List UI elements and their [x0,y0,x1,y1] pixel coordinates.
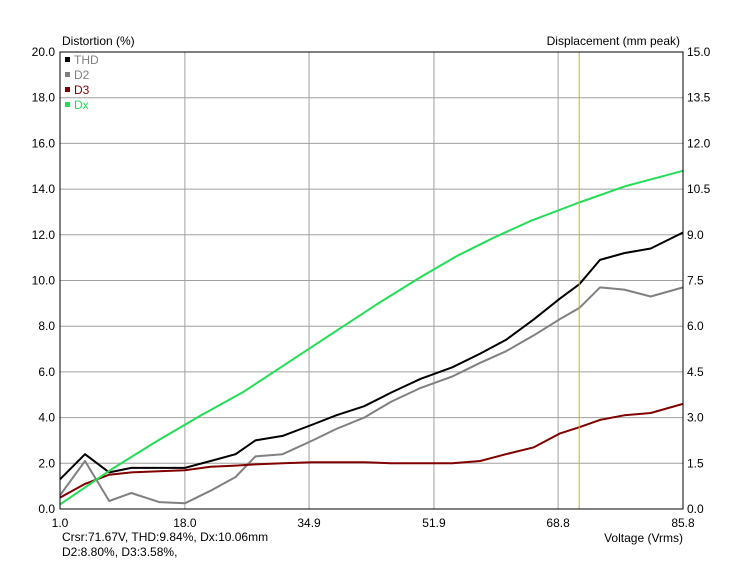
x-tick-label: 68.8 [546,516,570,530]
y-left-tick-label: 4.0 [38,411,55,425]
y-left-tick-label: 6.0 [38,365,55,379]
x-tick-label: 34.9 [297,516,321,530]
legend-label-dx: Dx [74,98,89,112]
axis-ticks: 0.0 2.0 4.0 6.0 8.0 10.0 12.0 14.0 16.0 18.0 20.0 0… [32,45,711,530]
plot-frame [59,51,684,510]
legend-label-thd: THD [74,53,99,67]
y-left-tick-label: 16.0 [32,136,56,150]
legend-label-d3: D3 [74,83,90,97]
legend-swatch-dx [65,102,70,107]
x-tick-label: 85.8 [671,516,695,530]
y-left-tick-label: 14.0 [32,182,56,196]
y-right-tick-label: 7.5 [687,274,704,288]
y-right-tick-label: 9.0 [687,228,704,242]
y-right-tick-label: 15.0 [687,45,711,59]
y-left-tick-label: 2.0 [38,456,55,470]
y-left-tick-label: 12.0 [32,228,56,242]
y-left-axis-label: Distortion (%) [62,34,135,48]
cursor-readout-line1: Crsr:71.67V, THD:9.84%, Dx:10.06mm [62,530,269,544]
y-right-tick-label: 3.0 [687,411,704,425]
y-right-tick-label: 4.5 [687,365,704,379]
legend-swatch-d3 [65,87,70,92]
y-right-tick-label: 0.0 [687,502,704,516]
y-left-tick-label: 10.0 [32,274,56,288]
y-left-tick-label: 20.0 [32,45,56,59]
y-right-tick-label: 10.5 [687,182,711,196]
legend-swatch-d2 [65,72,70,77]
x-tick-label: 1.0 [52,516,69,530]
y-right-tick-label: 12.0 [687,136,711,150]
x-tick-label: 18.0 [173,516,197,530]
x-axis-label: Voltage (Vrms) [604,531,683,545]
legend-swatch-thd [65,57,70,62]
y-right-tick-label: 1.5 [687,456,704,470]
y-right-axis-label: Displacement (mm peak) [547,34,680,48]
series-line-dx [59,169,684,506]
y-right-tick-label: 13.5 [687,91,711,105]
x-tick-label: 51.9 [422,516,446,530]
y-right-tick-label: 6.0 [687,319,704,333]
y-left-tick-label: 18.0 [32,91,56,105]
y-left-tick-label: 0.0 [38,502,55,516]
cursor-readout-line2: D2:8.80%, D3:3.58%, [62,545,178,559]
y-left-tick-label: 8.0 [38,319,55,333]
legend-label-d2: D2 [74,68,90,82]
